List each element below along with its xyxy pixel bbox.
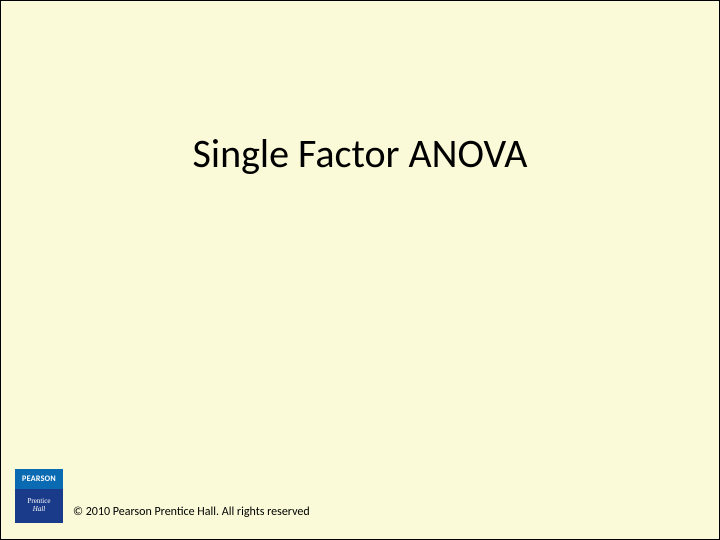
slide-title: Single Factor ANOVA	[1, 129, 719, 178]
pearson-logo: PEARSON Prentice Hall	[15, 469, 63, 523]
logo-bottom: Prentice Hall	[15, 489, 63, 523]
footer: PEARSON Prentice Hall © 2010 Pearson Pre…	[15, 469, 310, 523]
logo-bottom-line2: Hall	[33, 506, 45, 514]
copyright-text: © 2010 Pearson Prentice Hall. All rights…	[73, 505, 310, 523]
slide: Single Factor ANOVA PEARSON Prentice Hal…	[0, 0, 720, 540]
logo-top-label: PEARSON	[15, 469, 63, 489]
